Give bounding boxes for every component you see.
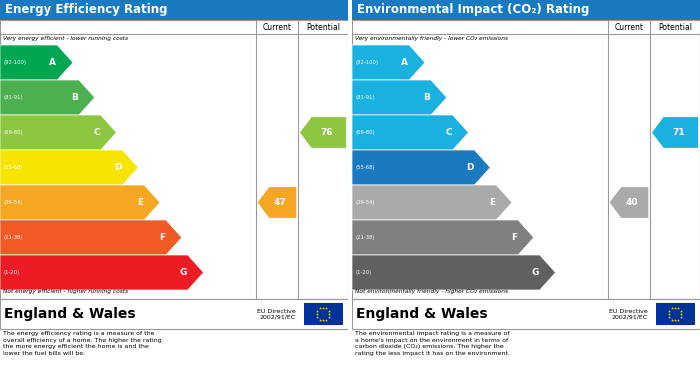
Text: 47: 47: [274, 198, 286, 207]
Text: Current: Current: [615, 23, 643, 32]
Text: (92-100): (92-100): [355, 60, 378, 65]
Text: (69-80): (69-80): [3, 130, 22, 135]
Text: E: E: [489, 198, 496, 207]
Polygon shape: [352, 45, 425, 80]
Polygon shape: [0, 220, 182, 255]
Text: (92-100): (92-100): [3, 60, 26, 65]
Text: The energy efficiency rating is a measure of the
overall efficiency of a home. T: The energy efficiency rating is a measur…: [3, 331, 162, 356]
Text: E: E: [137, 198, 144, 207]
FancyBboxPatch shape: [348, 0, 352, 391]
FancyBboxPatch shape: [0, 0, 348, 20]
Polygon shape: [352, 115, 468, 150]
Text: Energy Efficiency Rating: Energy Efficiency Rating: [5, 4, 167, 16]
Text: (39-54): (39-54): [3, 200, 22, 205]
Text: 40: 40: [626, 198, 638, 207]
Text: Current: Current: [262, 23, 291, 32]
Text: (21-38): (21-38): [355, 235, 374, 240]
FancyBboxPatch shape: [0, 299, 348, 329]
Text: EU Directive
2002/91/EC: EU Directive 2002/91/EC: [258, 308, 296, 319]
Text: B: B: [423, 93, 430, 102]
Polygon shape: [0, 255, 204, 290]
Text: (21-38): (21-38): [3, 235, 22, 240]
Polygon shape: [352, 255, 556, 290]
Polygon shape: [0, 150, 138, 185]
Polygon shape: [0, 80, 94, 115]
FancyBboxPatch shape: [304, 303, 342, 325]
Polygon shape: [610, 187, 648, 218]
FancyBboxPatch shape: [352, 20, 700, 299]
Polygon shape: [352, 80, 447, 115]
Text: England & Wales: England & Wales: [4, 307, 136, 321]
Polygon shape: [352, 150, 490, 185]
Text: (1-20): (1-20): [355, 270, 371, 275]
Text: F: F: [511, 233, 517, 242]
Polygon shape: [258, 187, 296, 218]
Text: (81-91): (81-91): [355, 95, 374, 100]
Text: F: F: [159, 233, 165, 242]
Text: (69-80): (69-80): [355, 130, 374, 135]
Text: 76: 76: [320, 128, 332, 137]
Text: (55-68): (55-68): [355, 165, 374, 170]
Text: Very environmentally friendly - lower CO₂ emissions: Very environmentally friendly - lower CO…: [355, 36, 508, 41]
Text: G: G: [179, 268, 187, 277]
Text: B: B: [71, 93, 78, 102]
Text: (1-20): (1-20): [3, 270, 20, 275]
Text: D: D: [466, 163, 473, 172]
Text: (81-91): (81-91): [3, 95, 22, 100]
FancyBboxPatch shape: [352, 299, 700, 329]
Text: Very energy efficient - lower running costs: Very energy efficient - lower running co…: [3, 36, 128, 41]
Text: Potential: Potential: [306, 23, 340, 32]
Text: C: C: [445, 128, 452, 137]
Text: Potential: Potential: [658, 23, 692, 32]
Text: G: G: [531, 268, 539, 277]
Text: Environmental Impact (CO₂) Rating: Environmental Impact (CO₂) Rating: [357, 4, 589, 16]
Polygon shape: [652, 117, 698, 148]
Text: (55-68): (55-68): [3, 165, 22, 170]
Polygon shape: [0, 45, 73, 80]
Text: C: C: [93, 128, 99, 137]
Polygon shape: [0, 115, 116, 150]
Text: A: A: [401, 58, 408, 67]
Polygon shape: [352, 220, 534, 255]
Polygon shape: [300, 117, 346, 148]
Text: Not energy efficient - higher running costs: Not energy efficient - higher running co…: [3, 289, 128, 294]
Text: England & Wales: England & Wales: [356, 307, 488, 321]
Text: D: D: [114, 163, 122, 172]
Text: A: A: [49, 58, 56, 67]
Text: EU Directive
2002/91/EC: EU Directive 2002/91/EC: [609, 308, 648, 319]
Text: 71: 71: [672, 128, 685, 137]
Polygon shape: [0, 185, 160, 220]
Text: (39-54): (39-54): [355, 200, 374, 205]
FancyBboxPatch shape: [352, 0, 700, 20]
Text: The environmental impact rating is a measure of
a home's impact on the environme: The environmental impact rating is a mea…: [355, 331, 510, 356]
Polygon shape: [352, 185, 512, 220]
Text: Not environmentally friendly - higher CO₂ emissions: Not environmentally friendly - higher CO…: [355, 289, 508, 294]
FancyBboxPatch shape: [655, 303, 694, 325]
FancyBboxPatch shape: [0, 20, 348, 299]
